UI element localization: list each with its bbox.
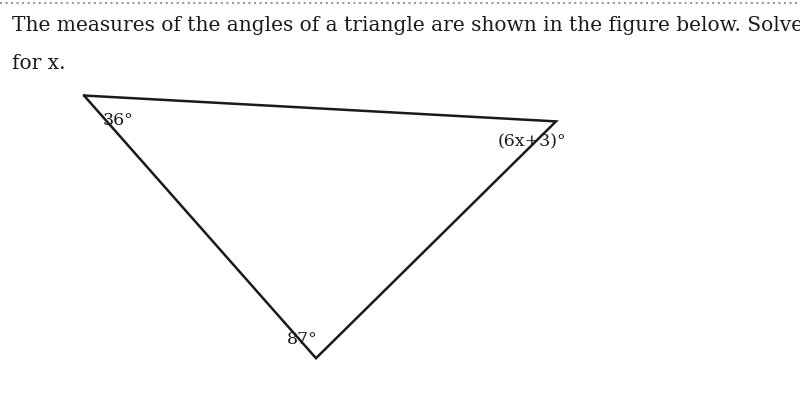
Text: The measures of the angles of a triangle are shown in the figure below. Solve: The measures of the angles of a triangle…	[12, 16, 800, 35]
Text: for x.: for x.	[12, 54, 66, 73]
Text: 87°: 87°	[286, 331, 317, 348]
Text: 36°: 36°	[102, 112, 133, 129]
Text: (6x+3)°: (6x+3)°	[498, 133, 566, 150]
